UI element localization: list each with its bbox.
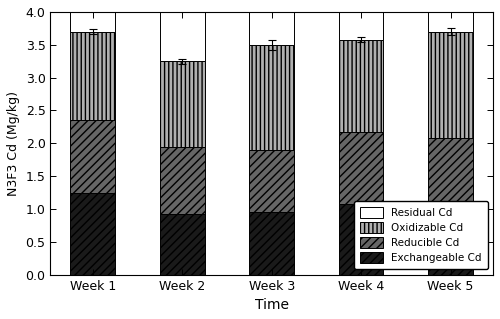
Bar xyxy=(250,212,294,275)
Bar xyxy=(160,12,204,61)
Bar xyxy=(339,132,384,204)
Bar xyxy=(428,12,473,32)
Bar xyxy=(339,204,384,275)
Bar xyxy=(70,120,115,193)
Bar xyxy=(70,12,115,32)
Bar xyxy=(250,45,294,150)
X-axis label: Time: Time xyxy=(254,298,288,312)
Bar xyxy=(428,32,473,138)
Bar xyxy=(70,193,115,275)
Bar xyxy=(339,40,384,132)
Bar xyxy=(339,12,384,40)
Legend: Residual Cd, Oxidizable Cd, Reducible Cd, Exchangeable Cd: Residual Cd, Oxidizable Cd, Reducible Cd… xyxy=(354,201,488,270)
Bar xyxy=(428,138,473,221)
Bar xyxy=(160,213,204,275)
Bar xyxy=(250,12,294,45)
Bar xyxy=(70,32,115,120)
Bar xyxy=(160,146,204,213)
Y-axis label: N3F3 Cd (Mg/kg): N3F3 Cd (Mg/kg) xyxy=(7,91,20,196)
Bar xyxy=(160,61,204,146)
Bar xyxy=(428,221,473,275)
Bar xyxy=(250,150,294,212)
